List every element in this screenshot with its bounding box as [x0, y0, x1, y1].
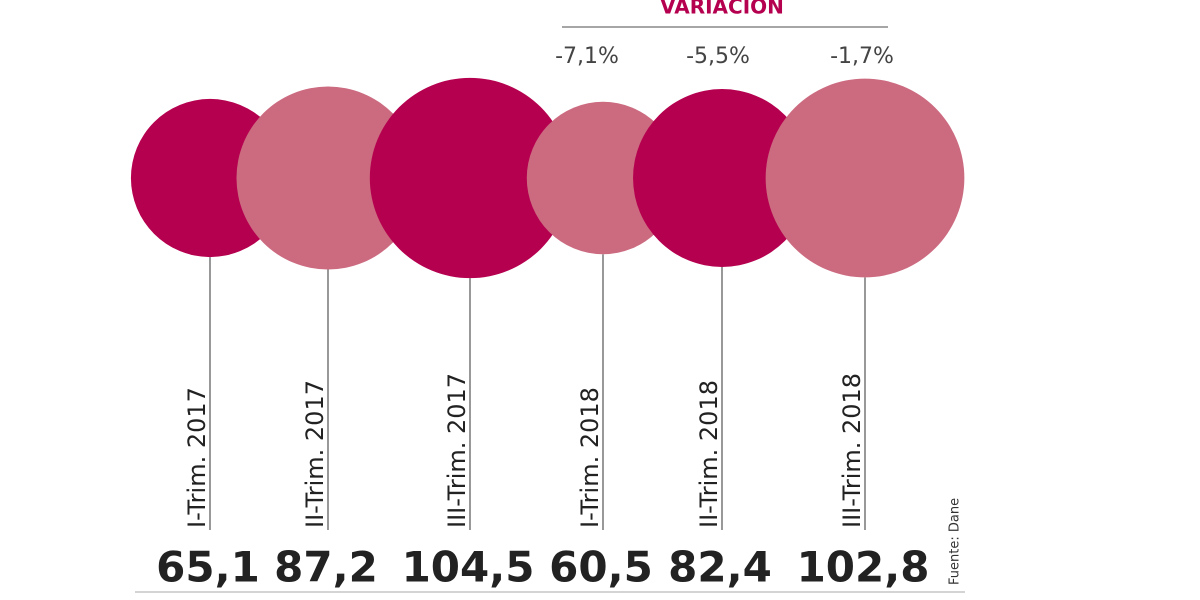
bubble — [633, 89, 811, 267]
category-label: III-Trim. 2018 — [838, 373, 866, 528]
value-label: 65,1 — [156, 543, 260, 592]
value-label: 104,5 — [402, 543, 535, 592]
variation-label: -1,7% — [830, 44, 894, 69]
value-label: 60,5 — [549, 543, 653, 592]
value-label: 102,8 — [797, 543, 930, 592]
category-label: I-Trim. 2017 — [183, 387, 211, 528]
value-label: 87,2 — [274, 543, 378, 592]
bubble — [369, 77, 571, 279]
category-label: II-Trim. 2018 — [695, 380, 723, 528]
category-label: III-Trim. 2017 — [443, 373, 471, 528]
source: Fuente: Dane — [948, 498, 963, 585]
variation-title: VARIACIÓN — [660, 0, 784, 19]
bubble — [236, 86, 420, 270]
variation-label: -7,1% — [555, 44, 619, 69]
bubble — [765, 78, 965, 278]
category-label: II-Trim. 2017 — [301, 380, 329, 528]
category-label: I-Trim. 2018 — [576, 387, 604, 528]
value-label: 82,4 — [668, 543, 772, 592]
bubble — [526, 101, 680, 255]
variation-label: -5,5% — [686, 44, 750, 69]
